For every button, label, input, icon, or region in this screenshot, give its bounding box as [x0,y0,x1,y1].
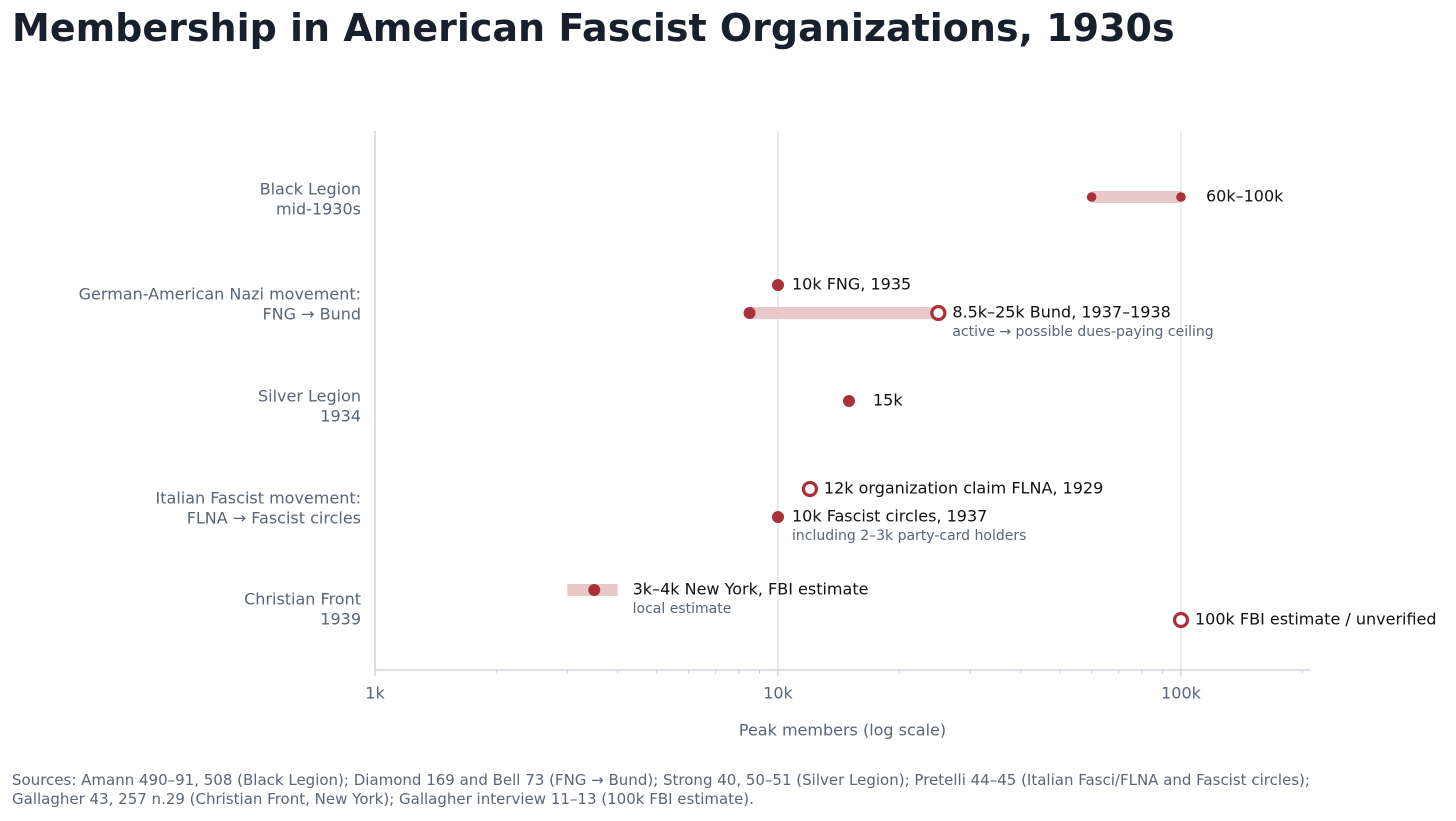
row-label: Black Legion [260,180,361,199]
row-label: 1934 [320,407,361,426]
row-label: 1939 [320,610,361,629]
x-tick-label: 10k [763,684,793,703]
data-label: 10k Fascist circles, 1937 [792,507,987,526]
row-label: Christian Front [244,590,361,609]
data-label: 15k [873,391,903,410]
data-label: 60k–100k [1206,187,1284,206]
row-label: Italian Fascist movement: [156,489,361,508]
estimate-marker [772,511,784,523]
estimate-marker [772,279,784,291]
range-min-marker [743,307,756,319]
data-label: 10k FNG, 1935 [792,275,911,294]
range-band [749,307,939,319]
chart-title: Membership in American Fascist Organizat… [12,6,1175,50]
x-tick-label: 1k [365,684,385,703]
sources-note: Sources: Amann 490–91, 508 (Black Legion… [12,771,1442,809]
x-tick-label: 100k [1161,684,1202,703]
range-max-marker [930,304,947,322]
row-label: Silver Legion [258,387,361,406]
sources-line: Sources: Amann 490–91, 508 (Black Legion… [12,771,1310,789]
estimate-marker [842,395,855,407]
data-note: local estimate [633,601,732,617]
row-label: FNG → Bund [262,305,361,324]
data-note: including 2–3k party-card holders [792,528,1026,544]
data-note: active → possible dues-paying ceiling [952,324,1213,340]
range-min-marker [1086,192,1097,202]
open-estimate-marker [1172,611,1190,629]
row-label: mid-1930s [276,200,361,219]
row-label: FLNA → Fascist circles [187,509,361,528]
data-label: 100k FBI estimate / unverified [1195,610,1437,629]
data-label: 12k organization claim FLNA, 1929 [824,479,1103,498]
x-axis-label: Peak members (log scale) [739,721,946,740]
range-max-marker [1176,192,1186,202]
range-band [1091,191,1181,203]
data-label: 8.5k–25k Bund, 1937–1938 [952,303,1170,322]
estimate-marker [588,584,601,596]
data-label: 3k–4k New York, FBI estimate [633,580,869,599]
row-label: German-American Nazi movement: [79,285,361,304]
open-estimate-marker [801,480,819,498]
sources-line: Gallagher 43, 257 n.29 (Christian Front,… [12,790,754,808]
